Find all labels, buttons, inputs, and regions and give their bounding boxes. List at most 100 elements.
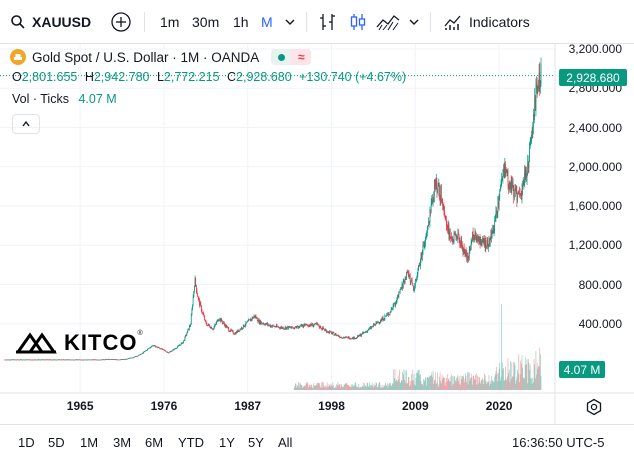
candle-body <box>246 321 248 323</box>
interval-30m[interactable]: 30m <box>192 8 219 36</box>
candle-body <box>382 317 384 321</box>
chart-type-dropdown[interactable] <box>408 8 420 36</box>
candle-body <box>385 315 387 317</box>
volume-bar <box>453 383 454 390</box>
volume-bar <box>395 381 396 390</box>
candle-body <box>333 332 334 334</box>
volume-bar <box>434 379 436 390</box>
volume-bar <box>519 382 520 390</box>
volume-bar <box>461 378 463 390</box>
candle-body <box>46 359 48 361</box>
volume-bar <box>305 385 306 390</box>
volume-bar <box>340 383 342 390</box>
volume-bar <box>338 385 339 390</box>
symbol-search[interactable]: XAUUSD <box>10 8 91 36</box>
volume-bar <box>425 377 426 390</box>
range-5d[interactable]: 5D <box>48 435 65 450</box>
candle-body <box>363 332 365 334</box>
range-ytd[interactable]: YTD <box>178 435 204 450</box>
candle-body <box>139 354 141 356</box>
volume-bar <box>428 376 430 390</box>
volume-bar <box>440 383 442 390</box>
volume-bar <box>317 382 318 390</box>
candle-body <box>416 279 417 281</box>
candle-body <box>432 200 434 204</box>
candle-body <box>57 359 59 361</box>
interval-1m[interactable]: 1m <box>160 8 179 36</box>
candle-body <box>117 359 118 361</box>
chart-settings-button[interactable] <box>585 398 603 416</box>
candle-body <box>243 324 245 327</box>
volume-bar <box>498 372 499 390</box>
candle-body <box>20 359 22 361</box>
volume-bar <box>308 387 310 390</box>
candle-body <box>477 236 479 241</box>
candle-body <box>426 232 428 234</box>
candle-body <box>95 359 97 361</box>
range-5y[interactable]: 5Y <box>248 435 264 450</box>
range-1m[interactable]: 1M <box>80 435 99 450</box>
last-volume-badge: 4.07 M <box>559 361 605 378</box>
volume-bar <box>467 372 468 390</box>
collapse-legend-button[interactable] <box>12 114 40 134</box>
volume-bar <box>431 372 433 390</box>
candle-body <box>467 255 469 258</box>
interval-1h[interactable]: 1h <box>233 8 249 36</box>
candle-body <box>395 303 396 306</box>
range-3m[interactable]: 3M <box>113 435 132 450</box>
candle-body <box>285 327 287 330</box>
volume-bar <box>439 372 441 390</box>
candles-chart-type[interactable] <box>348 8 368 36</box>
candles-icon <box>350 14 366 30</box>
candle-body <box>289 327 291 328</box>
candle-body <box>226 326 228 328</box>
volume-bar <box>382 384 384 390</box>
candle-body <box>196 290 198 294</box>
volume-bar <box>493 382 495 390</box>
candle-body <box>320 326 322 329</box>
candle-body <box>216 321 217 324</box>
interval-dropdown[interactable] <box>284 8 296 36</box>
range-all[interactable]: All <box>278 435 293 450</box>
candle-body <box>38 359 40 361</box>
candle-body <box>513 185 515 198</box>
candle-body <box>300 325 301 327</box>
candle-body <box>86 359 88 361</box>
volume-bar <box>526 359 528 390</box>
candle-body <box>34 359 35 361</box>
candle-body <box>217 319 219 322</box>
range-6m[interactable]: 6M <box>145 435 164 450</box>
candle-body <box>388 314 390 316</box>
candle-body <box>149 347 150 349</box>
timezone-clock[interactable]: 16:36:50 UTC-5 <box>512 435 605 450</box>
indicators-button[interactable]: Indicators <box>443 8 530 36</box>
candle-body <box>49 359 51 361</box>
candle-body <box>72 359 73 361</box>
candle-body <box>192 305 193 310</box>
candle-body <box>362 332 363 334</box>
area-chart-type[interactable] <box>376 8 400 36</box>
volume-bar <box>359 387 360 390</box>
candle-body <box>190 324 191 326</box>
candle-body <box>284 327 286 329</box>
compare-button[interactable] <box>318 8 338 36</box>
candle-body <box>335 333 337 336</box>
volume-bar <box>402 374 404 390</box>
range-1y[interactable]: 1Y <box>219 435 235 450</box>
time-tick-label: 2020 <box>485 399 513 413</box>
candle-body <box>405 278 407 280</box>
interval-monthly[interactable]: M <box>261 8 273 36</box>
add-symbol-button[interactable] <box>110 8 132 36</box>
range-1d[interactable]: 1D <box>18 435 35 450</box>
candle-body <box>508 184 509 188</box>
candle-body <box>325 329 327 331</box>
volume-bar <box>524 377 525 390</box>
volume-bar <box>501 304 502 390</box>
volume-bar <box>466 381 468 390</box>
candle-body <box>498 201 499 209</box>
candle-body <box>428 220 430 223</box>
volume-bar <box>420 374 421 390</box>
volume-bar <box>407 376 409 390</box>
volume-bar <box>455 382 457 390</box>
